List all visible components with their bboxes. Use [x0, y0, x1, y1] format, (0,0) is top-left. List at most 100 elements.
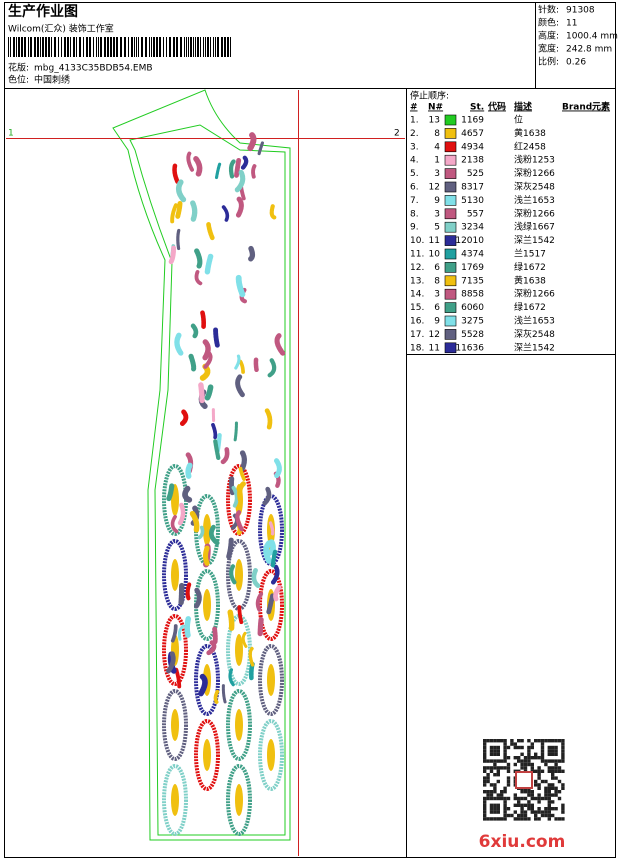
qr-cell [527, 759, 531, 763]
color-swatch [444, 275, 457, 287]
color-swatch [444, 154, 457, 166]
qr-cell [537, 817, 541, 821]
qr-cell [547, 786, 551, 790]
row-description: 绿1672 [514, 261, 546, 273]
row-description: 深灰2548 [514, 181, 555, 193]
motif-sprig [226, 537, 234, 560]
motif-core [267, 739, 275, 771]
qr-cell [483, 766, 487, 770]
barcode-bar [45, 37, 47, 57]
barcode-bar [153, 37, 155, 57]
qr-cell [551, 752, 555, 756]
qr-cell [561, 786, 565, 790]
qr-cell [547, 790, 551, 794]
barcode-bar [200, 37, 201, 57]
barcode-bar [141, 37, 143, 57]
qr-cell [544, 779, 548, 784]
qr-cell [537, 756, 541, 760]
row-index: 12. [410, 263, 424, 273]
qr-cell [544, 739, 548, 743]
column-header: Brand [562, 103, 592, 113]
qr-cell [513, 793, 517, 797]
motif-sprig [268, 521, 275, 537]
barcode-bar [54, 37, 56, 57]
qr-cell [489, 783, 494, 787]
color-swatch [444, 128, 457, 139]
qr-cell [554, 762, 558, 767]
barcode-bar [151, 37, 152, 57]
colorway: 中国刺绣 [34, 74, 70, 86]
barcode-bar [120, 37, 122, 57]
qr-cell [547, 796, 551, 801]
motif-sprig [233, 421, 238, 442]
row-description: 浅粉1253 [514, 154, 555, 166]
qr-cell [520, 796, 524, 801]
row-needle: 5 [434, 223, 440, 233]
barcode-bar [205, 37, 206, 57]
motif-sprig [228, 668, 235, 687]
motif-sprig [237, 605, 244, 625]
qr-cell [506, 766, 511, 770]
stat-value: 91308 [566, 6, 595, 16]
row-description: 深粉1266 [514, 288, 555, 300]
qr-cell [534, 752, 538, 756]
qr-cell [561, 749, 565, 753]
qr-cell [503, 796, 507, 801]
motif-core [203, 514, 211, 546]
motif-sprig [270, 549, 278, 568]
qr-cell [517, 800, 521, 804]
qr-cell [486, 790, 490, 794]
motif-core [267, 664, 275, 696]
qr-cell [530, 742, 534, 746]
design-area [6, 89, 405, 856]
column-header: # [410, 103, 418, 113]
row-description: 黄1638 [514, 127, 546, 139]
qr-cell [551, 769, 555, 773]
qr-cell [537, 786, 541, 790]
garment-inner-outline [129, 124, 286, 836]
row-stitches: 12010 [455, 236, 484, 246]
motif-sprig [172, 163, 180, 184]
qr-cell [520, 810, 524, 814]
barcode-bar [227, 37, 229, 57]
barcode-bar [159, 37, 161, 57]
motif-sprig [238, 359, 245, 375]
qr-cell [544, 796, 548, 801]
qr-cell [483, 810, 487, 814]
motif-sprig [185, 462, 193, 480]
qr-cell [554, 752, 558, 756]
qr-cell [496, 803, 500, 807]
barcode-bar [180, 37, 182, 57]
motif-sprig [235, 510, 244, 532]
row-stitches: 4657 [461, 129, 484, 139]
row-index: 6. [410, 183, 419, 193]
colorway-label: 色位: [8, 74, 29, 86]
qr-cell [489, 752, 494, 756]
qr-cell [547, 807, 551, 811]
garment-outline [112, 89, 291, 841]
motif-sprig [184, 616, 191, 638]
barcode-bar [42, 37, 44, 57]
qr-cell [500, 766, 504, 770]
qr-cell [517, 745, 521, 750]
qr-cell [561, 739, 565, 743]
qr-cell [557, 796, 562, 801]
barcode-bar [138, 37, 139, 57]
qr-cell [486, 779, 490, 784]
qr-cell [493, 759, 497, 763]
qr-cell [527, 752, 531, 756]
qr-cell [513, 817, 517, 821]
qr-cell [500, 759, 504, 763]
barcode-bar [40, 37, 41, 57]
motif [162, 764, 188, 836]
qr-cell [483, 783, 487, 787]
qr-cell [551, 800, 555, 804]
pattern-label: 花版: [8, 62, 29, 74]
motif-sprig [257, 141, 264, 157]
watermark: 6xiu.com [479, 832, 566, 852]
qr-cell [489, 817, 494, 821]
barcode-bar [73, 37, 75, 57]
motif-sprig [227, 609, 235, 631]
motif-core [203, 739, 211, 771]
qr-cell [534, 817, 538, 821]
